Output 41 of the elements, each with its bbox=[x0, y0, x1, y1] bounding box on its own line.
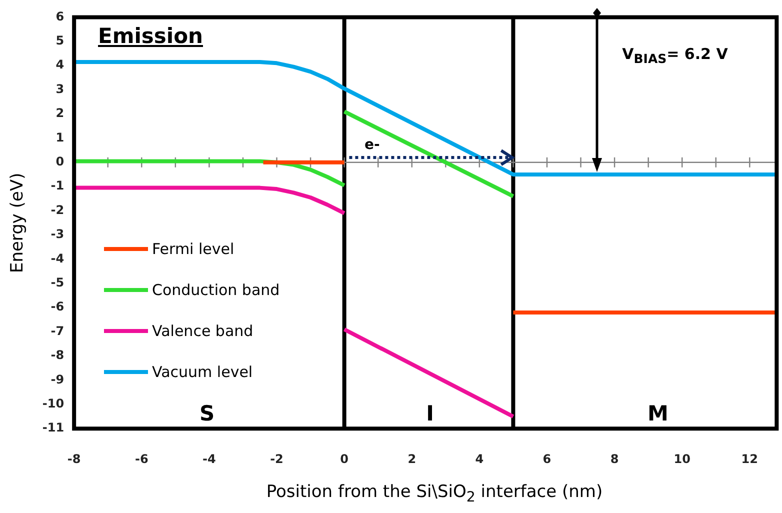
x-tick-label: 12 bbox=[741, 452, 758, 466]
legend-label: Conduction band bbox=[152, 280, 280, 298]
chart-title: Emission bbox=[98, 24, 203, 48]
annotation: S bbox=[199, 402, 215, 426]
x-axis-title: Position from the Si\SiO$_{2}$ interface (nm) bbox=[265, 482, 604, 506]
y-tick-label: 1 bbox=[56, 130, 64, 144]
x-tick-label: 2 bbox=[408, 452, 416, 466]
y-tick-label: 6 bbox=[56, 9, 64, 24]
x-tick-label: 0 bbox=[340, 452, 348, 466]
y-axis-title: Energy (eV) bbox=[8, 172, 28, 274]
y-tick-label: -2 bbox=[50, 202, 64, 217]
x-tick-label: 6 bbox=[542, 452, 552, 466]
y-tick-label: -1 bbox=[50, 178, 64, 193]
x-tick-label: 8 bbox=[610, 452, 619, 466]
y-tick-label: -5 bbox=[50, 276, 64, 290]
y-tick-label: 5 bbox=[56, 34, 64, 48]
y-tick-label: -11 bbox=[42, 420, 64, 435]
annotation: e- bbox=[364, 137, 380, 154]
y-tick-label: -3 bbox=[50, 227, 64, 242]
x-tick-label: 10 bbox=[674, 452, 690, 466]
x-tick-label: 4 bbox=[475, 452, 484, 466]
legend-label: Vacuum level bbox=[152, 362, 253, 380]
y-tick-label: -8 bbox=[50, 348, 64, 362]
annotation: M bbox=[648, 402, 668, 426]
legend-label: Valence band bbox=[152, 322, 254, 340]
y-tick-label: 4 bbox=[56, 58, 64, 72]
y-tick-label: 2 bbox=[56, 106, 64, 120]
y-tick-label: -9 bbox=[50, 372, 64, 386]
x-tick-label: -6 bbox=[134, 452, 148, 466]
x-tick-label: -2 bbox=[270, 452, 284, 466]
annotation: V$_{BIAS}$= 6.2 V bbox=[622, 44, 728, 66]
y-tick-label: -4 bbox=[50, 251, 64, 266]
x-tick-label: -4 bbox=[202, 452, 216, 466]
y-tick-label: 0 bbox=[56, 154, 64, 169]
annotation: I bbox=[426, 402, 434, 426]
x-tick-label: -8 bbox=[67, 452, 81, 466]
y-tick-label: -10 bbox=[42, 396, 64, 411]
legend-label: Fermi level bbox=[152, 240, 234, 258]
y-tick-label: 3 bbox=[56, 82, 64, 96]
y-tick-label: -7 bbox=[50, 324, 64, 338]
y-tick-label: -6 bbox=[50, 300, 64, 314]
